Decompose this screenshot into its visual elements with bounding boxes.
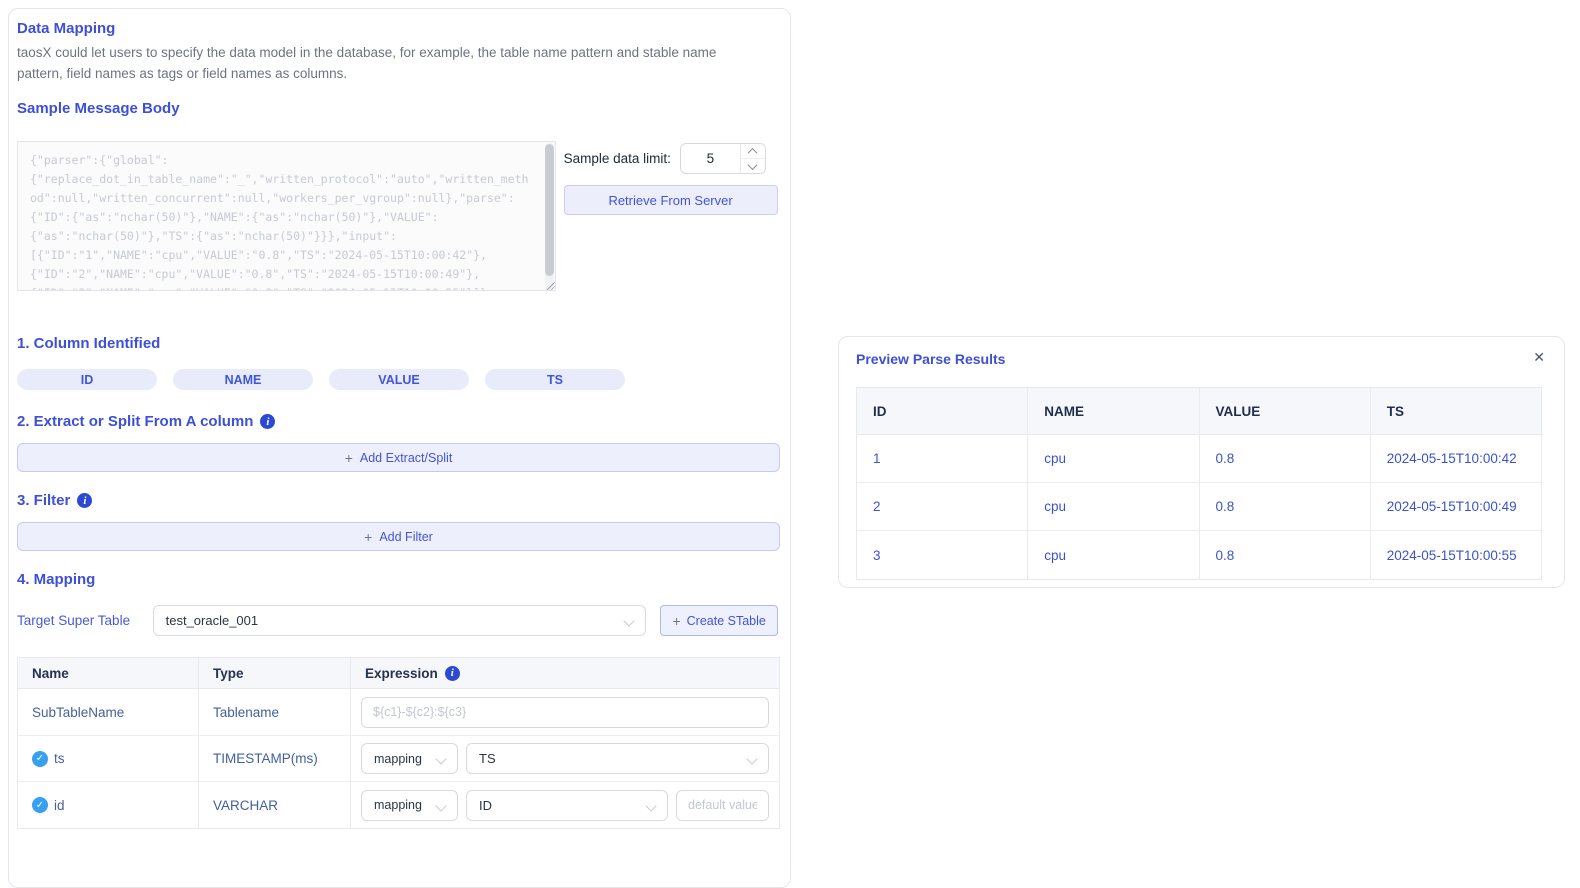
target-super-table-select[interactable]: test_oracle_001 [152,605,647,636]
header-name: NAME [1028,388,1200,434]
filter-heading: 3. Filter i [17,492,778,509]
column-pill-id: ID [17,369,157,390]
expression-mode-select[interactable]: mapping [361,743,458,774]
cell-name: cpu [1028,531,1200,579]
preview-title: Preview Parse Results [856,351,1006,367]
sample-body-textarea[interactable]: {"parser":{"global": {"replace_dot_in_ta… [17,141,556,291]
header-type: Type [199,658,351,688]
header-expression: Expression i [351,658,779,688]
mapping-row-ts: ✓ ts TIMESTAMP(ms) mapping TS [18,736,779,782]
default-value-input[interactable] [676,789,769,821]
mapping-row-subtablename: SubTableName Tablename [18,689,779,736]
cell-name: cpu [1028,483,1200,530]
sample-message-row: {"parser":{"global": {"replace_dot_in_ta… [17,141,778,291]
sample-controls: Sample data limit: 5 Retrieve From Serve… [563,141,778,291]
expression-column-select[interactable]: TS [466,743,769,774]
cell-value: 0.8 [1200,531,1371,579]
sample-limit-row: Sample data limit: 5 [564,143,778,174]
expression-mode-select[interactable]: mapping [361,789,458,821]
cell-id: 3 [857,531,1029,579]
info-icon[interactable]: i [260,414,276,429]
page-description: taosX could let users to specify the dat… [17,45,717,81]
preview-table: ID NAME VALUE TS 1 cpu 0.8 2024-05-15T10… [856,387,1542,580]
plus-icon: + [344,449,353,466]
preview-row: 3 cpu 0.8 2024-05-15T10:00:55 [857,531,1541,579]
row-expression [351,689,779,735]
preview-table-header: ID NAME VALUE TS [857,388,1541,435]
cell-ts: 2024-05-15T10:00:42 [1386,451,1517,466]
header-value: VALUE [1200,388,1371,434]
chevron-down-icon [435,799,447,812]
page-title: Data Mapping [17,20,116,37]
preview-header: Preview Parse Results ✕ [856,349,1547,367]
row-name: ✓ ts [18,736,199,781]
sample-limit-stepper[interactable]: 5 [679,143,766,174]
column-pill-ts: TS [485,369,625,390]
check-icon: ✓ [32,750,48,767]
cell-id: 2 [857,483,1029,530]
expression-column-select[interactable]: ID [466,789,668,821]
chevron-up-icon [747,147,758,158]
cell-value: 0.8 [1200,483,1371,530]
add-filter-button[interactable]: + Add Filter [17,522,780,551]
preview-row: 2 cpu 0.8 2024-05-15T10:00:49 [857,483,1541,531]
cell-ts: 2024-05-15T10:00:49 [1386,499,1517,514]
row-expression: mapping TS [351,736,779,781]
preview-row: 1 cpu 0.8 2024-05-15T10:00:42 [857,435,1541,483]
header-id: ID [857,388,1029,434]
create-stable-button[interactable]: + Create STable [660,605,778,636]
cell-name: cpu [1028,435,1200,482]
textarea-scrollbar-thumb[interactable] [544,144,554,276]
textarea-scrollbar[interactable] [544,143,554,289]
cell-id: 1 [857,435,1029,482]
chevron-down-icon [746,753,758,765]
column-pill-name: NAME [173,369,313,390]
mapping-table-header: Name Type Expression i [18,658,779,689]
row-type: TIMESTAMP(ms) [199,736,351,781]
cell-value: 0.8 [1200,435,1371,482]
cell-ts: 2024-05-15T10:00:55 [1386,547,1517,563]
plus-icon: + [364,528,373,545]
header-ts: TS [1386,403,1405,419]
row-type: Tablename [199,689,351,735]
chevron-down-icon [747,159,758,170]
sample-message-heading: Sample Message Body [17,100,180,117]
sample-body-wrap: {"parser":{"global": {"replace_dot_in_ta… [17,141,556,291]
chevron-down-icon [645,799,657,812]
resize-grip-icon[interactable] [544,280,555,290]
row-type: VARCHAR [199,782,351,828]
mapping-heading: 4. Mapping [17,571,96,588]
identified-columns: ID NAME VALUE TS [17,369,778,390]
add-extract-split-button[interactable]: + Add Extract/Split [17,443,780,472]
target-super-table-label: Target Super Table [17,613,131,628]
check-icon: ✓ [32,797,48,813]
stepper-up-button[interactable] [740,144,765,159]
extract-split-heading: 2. Extract or Split From A column i [17,413,778,430]
mapping-table: Name Type Expression i SubTableName Tabl… [17,657,780,829]
header-name: Name [18,658,199,688]
stepper-controls [739,144,765,173]
retrieve-from-server-button[interactable]: Retrieve From Server [563,185,778,215]
mapping-row-id: ✓ id VARCHAR mapping ID [18,782,779,828]
target-super-table-row: Target Super Table test_oracle_001 + Cre… [17,605,778,636]
close-icon[interactable]: ✕ [1533,349,1545,365]
stepper-down-button[interactable] [740,159,765,173]
row-name: ✓ id [18,782,199,828]
chevron-down-icon [623,615,635,627]
info-icon[interactable]: i [444,665,460,681]
info-icon[interactable]: i [77,493,93,508]
subtable-expression-input[interactable] [361,696,769,728]
row-name: SubTableName [18,689,199,735]
plus-icon: + [672,612,681,629]
data-mapping-panel: Data Mapping taosX could let users to sp… [8,8,791,888]
sample-limit-value[interactable]: 5 [706,151,715,166]
column-identified-heading: 1. Column Identified [17,335,161,352]
chevron-down-icon [435,753,447,765]
column-pill-value: VALUE [329,369,469,390]
sample-limit-label: Sample data limit: [563,151,671,166]
row-expression: mapping ID [351,782,779,828]
preview-parse-results-panel: Preview Parse Results ✕ ID NAME VALUE TS… [838,336,1565,588]
